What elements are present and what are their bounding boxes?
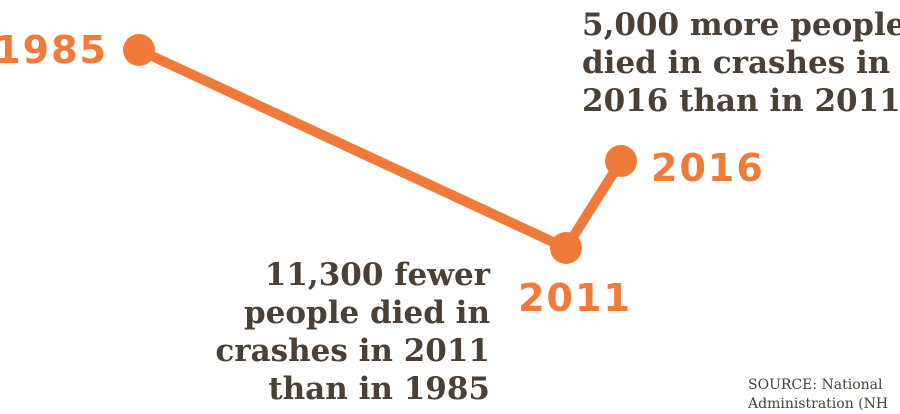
annotation-decrease-2011: 11,300 fewer people died in crashes in 2… [215, 256, 490, 408]
annotation-increase-line-3: 2016 than in 2011 [582, 83, 900, 119]
data-point-2011 [550, 232, 582, 264]
source-line-2: Administration (NH [748, 396, 889, 412]
annotation-decrease-line-2: people died in [243, 295, 490, 331]
annotation-increase-2016: 5,000 more people died in crashes in 201… [582, 6, 900, 120]
chart-marks: 1985 2011 2016 [0, 28, 765, 320]
annotation-decrease-line-4: than in 1985 [268, 371, 490, 407]
source-note: SOURCE: National Administration (NH [748, 376, 888, 414]
annotation-decrease-line-1: 11,300 fewer [264, 257, 490, 293]
data-point-1985 [123, 34, 155, 66]
point-label-2016: 2016 [651, 146, 765, 190]
series-line [134, 45, 626, 253]
point-label-1985: 1985 [0, 28, 108, 72]
point-label-2011: 2011 [518, 276, 632, 320]
source-line-1: SOURCE: National [748, 377, 883, 393]
annotation-increase-line-2: died in crashes in [582, 45, 891, 81]
annotation-increase-line-1: 5,000 more people [582, 7, 900, 43]
annotation-decrease-line-3: crashes in 2011 [215, 333, 490, 369]
data-point-2016 [605, 145, 637, 178]
